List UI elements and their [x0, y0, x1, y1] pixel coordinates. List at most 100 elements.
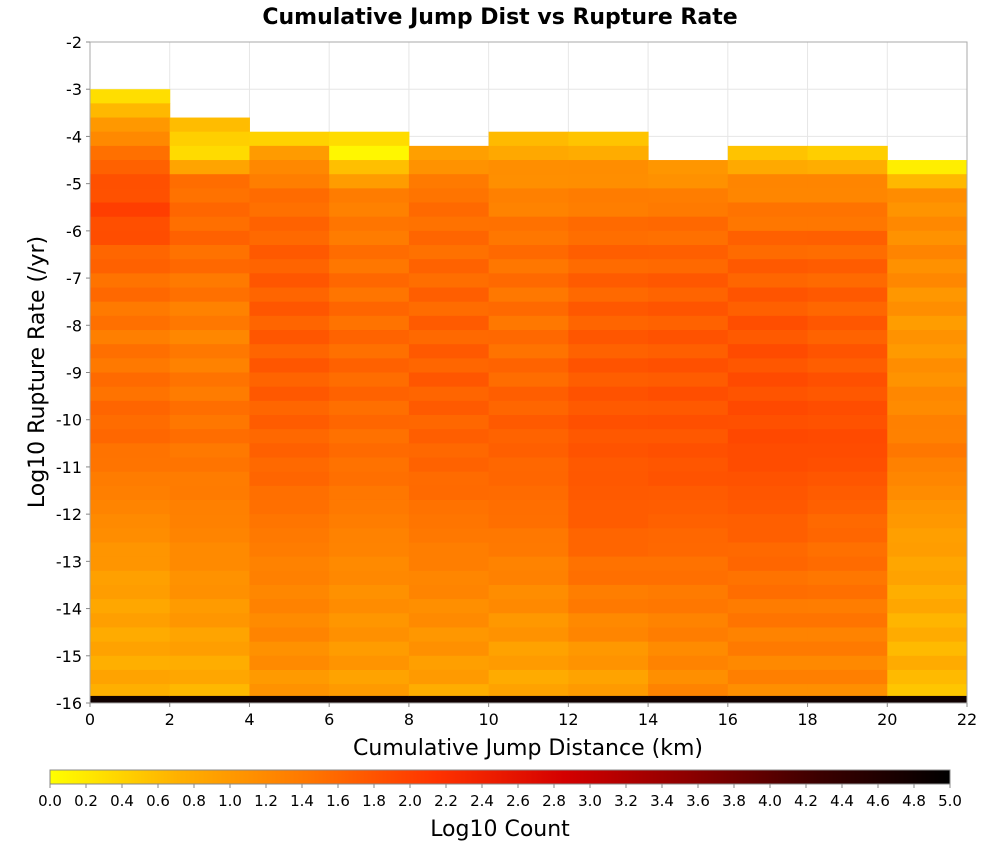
heatmap-cell — [887, 358, 968, 373]
heatmap-cell — [887, 443, 968, 458]
heatmap-cell — [329, 443, 410, 458]
heatmap-cell — [329, 287, 410, 303]
heatmap-cell — [90, 372, 171, 388]
heatmap-cell — [488, 542, 569, 558]
heatmap-cell-bottom — [90, 695, 171, 703]
heatmap-cell — [169, 400, 250, 416]
heatmap-cell — [727, 514, 809, 529]
heatmap-cell — [727, 584, 809, 600]
heatmap-cell — [568, 230, 649, 246]
colorbar-tick-label: 2.6 — [506, 792, 530, 810]
heatmap-cell — [329, 400, 410, 416]
heatmap-cell — [727, 301, 809, 317]
heatmap-cell — [568, 216, 649, 232]
heatmap-cell — [90, 344, 171, 359]
x-tick-label: 2 — [165, 710, 175, 729]
heatmap-cell — [648, 485, 729, 501]
heatmap-cell — [408, 202, 490, 218]
heatmap-cell — [90, 301, 171, 317]
heatmap-cell — [727, 655, 809, 671]
y-tick-label: -13 — [56, 552, 82, 571]
heatmap-cell — [648, 344, 729, 359]
heatmap-cell — [807, 330, 888, 345]
colorbar-tick-label: 1.8 — [362, 792, 386, 810]
heatmap-cell — [648, 372, 729, 388]
heatmap-cell — [90, 443, 171, 458]
heatmap-cell — [887, 556, 968, 572]
heatmap-cell — [488, 485, 569, 501]
heatmap-cell-bottom — [807, 695, 888, 703]
heatmap-cell — [249, 457, 330, 473]
x-tick-label: 12 — [558, 710, 578, 729]
heatmap-cell — [90, 145, 171, 161]
heatmap-cell — [887, 684, 968, 697]
heatmap-cell — [249, 514, 330, 529]
heatmap-cell — [807, 400, 888, 416]
heatmap-cell — [329, 174, 410, 189]
heatmap-cell — [488, 259, 569, 274]
heatmap-cell — [408, 160, 490, 175]
heatmap-cell — [249, 599, 330, 614]
heatmap-cell — [90, 117, 171, 133]
heatmap-cell — [727, 414, 809, 430]
heatmap-cell — [408, 400, 490, 416]
heatmap-cell — [169, 145, 250, 161]
heatmap-cell — [887, 188, 968, 204]
heatmap-cell — [249, 259, 330, 274]
heatmap-cell — [329, 655, 410, 671]
heatmap-cell — [727, 230, 809, 246]
heatmap-cell — [169, 273, 250, 289]
heatmap-cell — [249, 245, 330, 260]
y-tick-label: -6 — [66, 222, 82, 241]
heatmap-cell — [329, 584, 410, 600]
colorbar-tick-label: 2.2 — [434, 792, 458, 810]
y-tick-label: -9 — [66, 364, 82, 383]
heatmap-cell — [887, 528, 968, 543]
heatmap-cell — [90, 245, 171, 260]
colorbar-tick-label: 3.6 — [686, 792, 710, 810]
heatmap-cell — [648, 584, 729, 600]
heatmap-cell — [648, 655, 729, 671]
heatmap-cell — [329, 641, 410, 657]
heatmap-cell — [568, 655, 649, 671]
y-tick-label: -7 — [66, 269, 82, 288]
heatmap-cell — [727, 245, 809, 260]
heatmap-cell — [648, 528, 729, 543]
heatmap-cell — [887, 414, 968, 430]
heatmap-cell — [807, 188, 888, 204]
heatmap-cell — [90, 627, 171, 643]
heatmap-cell — [727, 202, 809, 218]
heatmap-cell — [568, 188, 649, 204]
heatmap-cell — [329, 429, 410, 444]
heatmap-cell — [488, 641, 569, 657]
colorbar-tick-label: 0.6 — [146, 792, 170, 810]
heatmap-cell — [807, 584, 888, 600]
heatmap-cell — [568, 684, 649, 697]
heatmap-cell — [90, 485, 171, 501]
heatmap-cell — [169, 556, 250, 572]
heatmap-cell — [408, 669, 490, 685]
heatmap-cell — [169, 414, 250, 430]
heatmap-cell — [488, 627, 569, 643]
heatmap-cell — [648, 429, 729, 444]
heatmap-cell — [488, 160, 569, 175]
heatmap-cell — [568, 514, 649, 529]
heatmap-cell — [807, 499, 888, 515]
heatmap-cell — [568, 528, 649, 543]
heatmap-cell — [648, 386, 729, 402]
heatmap-cell — [488, 514, 569, 529]
heatmap-cell — [807, 372, 888, 388]
heatmap-cell — [887, 230, 968, 246]
heatmap-cell — [90, 315, 171, 331]
heatmap-cell — [727, 542, 809, 558]
colorbar-tick-label: 2.4 — [470, 792, 494, 810]
chart-title: Cumulative Jump Dist vs Rupture Rate — [262, 5, 737, 30]
heatmap-cell — [90, 655, 171, 671]
heatmap-cell — [249, 287, 330, 303]
heatmap-cell — [648, 641, 729, 657]
heatmap-cell — [408, 627, 490, 643]
colorbar-tick-label: 3.2 — [614, 792, 638, 810]
heatmap-cell — [90, 287, 171, 303]
heatmap-cell — [329, 457, 410, 473]
heatmap-cell — [727, 315, 809, 331]
